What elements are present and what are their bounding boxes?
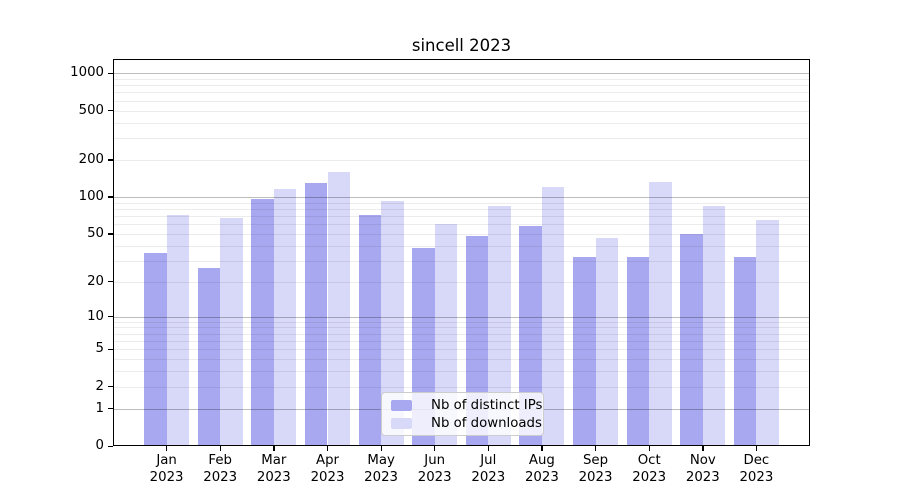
y-tick-mark: [108, 281, 113, 283]
y-tick-mark: [108, 159, 113, 161]
x-tick-mark: [166, 446, 168, 451]
bar-downloads: [541, 187, 565, 446]
y-tick-mark: [108, 408, 113, 410]
y-tick-mark: [108, 196, 113, 198]
x-tick-label: Dec 2023: [739, 453, 774, 485]
legend: Nb of distinct IPs Nb of downloads: [381, 392, 544, 436]
x-tick-mark: [327, 446, 329, 451]
y-tick-mark: [108, 72, 113, 74]
legend-row: Nb of downloads: [391, 416, 542, 431]
x-tick-label: Mar 2023: [256, 453, 291, 485]
x-tick-label: Sep 2023: [578, 453, 613, 485]
x-tick-mark: [541, 446, 543, 451]
legend-swatch: [391, 399, 412, 411]
y-tick-mark: [108, 386, 113, 388]
x-tick-mark: [434, 446, 436, 451]
bar-downloads: [381, 200, 404, 446]
y-tick-label: 5: [95, 341, 104, 357]
bar-distinct-ips: [519, 225, 542, 446]
bar-downloads: [702, 206, 726, 446]
y-tick-label: 2: [95, 378, 104, 394]
bar-downloads: [273, 189, 297, 446]
x-tick-label: Oct 2023: [632, 453, 667, 485]
y-tick-label: 100: [78, 188, 104, 204]
bar-distinct-ips: [251, 199, 274, 446]
y-tick-label: 10: [87, 308, 104, 324]
y-tick-mark: [108, 316, 113, 318]
x-tick-mark: [648, 446, 650, 451]
bar-downloads: [488, 205, 511, 446]
x-tick-mark: [487, 446, 490, 451]
y-tick-label: 200: [78, 151, 104, 167]
x-tick-label: Jun 2023: [417, 453, 452, 485]
bar-distinct-ips: [573, 257, 596, 446]
x-tick-label: Jan 2023: [149, 453, 184, 485]
x-tick-label: Apr 2023: [310, 453, 345, 485]
y-tick-label: 0: [95, 438, 104, 453]
y-tick-mark: [108, 348, 113, 351]
y-tick-mark: [108, 233, 113, 235]
y-tick-mark: [108, 110, 113, 112]
x-tick-mark: [380, 446, 382, 451]
legend-label: Nb of distinct IPs: [431, 397, 543, 413]
x-tick-label: Nov 2023: [685, 453, 720, 485]
y-tick-label: 1: [95, 400, 104, 416]
x-tick-label: May 2023: [364, 453, 399, 485]
x-tick-label: Feb 2023: [203, 453, 238, 485]
bar-downloads: [649, 182, 672, 446]
bars-layer: [113, 59, 810, 446]
legend-row: Nb of distinct IPs: [391, 398, 542, 413]
bar-downloads: [595, 238, 618, 446]
bar-distinct-ips: [680, 233, 703, 446]
x-tick-mark: [219, 446, 221, 451]
x-tick-mark: [702, 446, 704, 451]
y-tick-mark: [108, 445, 113, 447]
bar-distinct-ips: [733, 257, 757, 446]
plot-area: [113, 59, 810, 446]
bar-downloads: [220, 218, 243, 446]
y-tick-label: 50: [87, 225, 104, 241]
x-tick-label: Aug 2023: [524, 453, 559, 485]
y-tick-label: 20: [87, 273, 104, 289]
bar-distinct-ips: [144, 252, 167, 446]
bar-distinct-ips: [626, 257, 650, 446]
bar-distinct-ips: [304, 182, 328, 446]
chart-title: sincell 2023: [411, 36, 512, 55]
bar-downloads: [327, 171, 350, 446]
bar-downloads: [756, 219, 779, 446]
x-tick-mark: [273, 446, 275, 451]
y-tick-label: 1000: [70, 65, 104, 81]
bar-downloads: [166, 215, 190, 446]
bar-downloads: [434, 224, 458, 446]
legend-label: Nb of downloads: [431, 415, 542, 431]
x-tick-mark: [595, 446, 597, 451]
y-tick-label: 500: [78, 102, 104, 118]
bar-distinct-ips: [358, 215, 382, 446]
legend-swatch: [391, 417, 412, 429]
x-tick-mark: [755, 446, 758, 451]
bar-distinct-ips: [197, 268, 221, 446]
x-tick-label: Jul 2023: [471, 453, 506, 485]
